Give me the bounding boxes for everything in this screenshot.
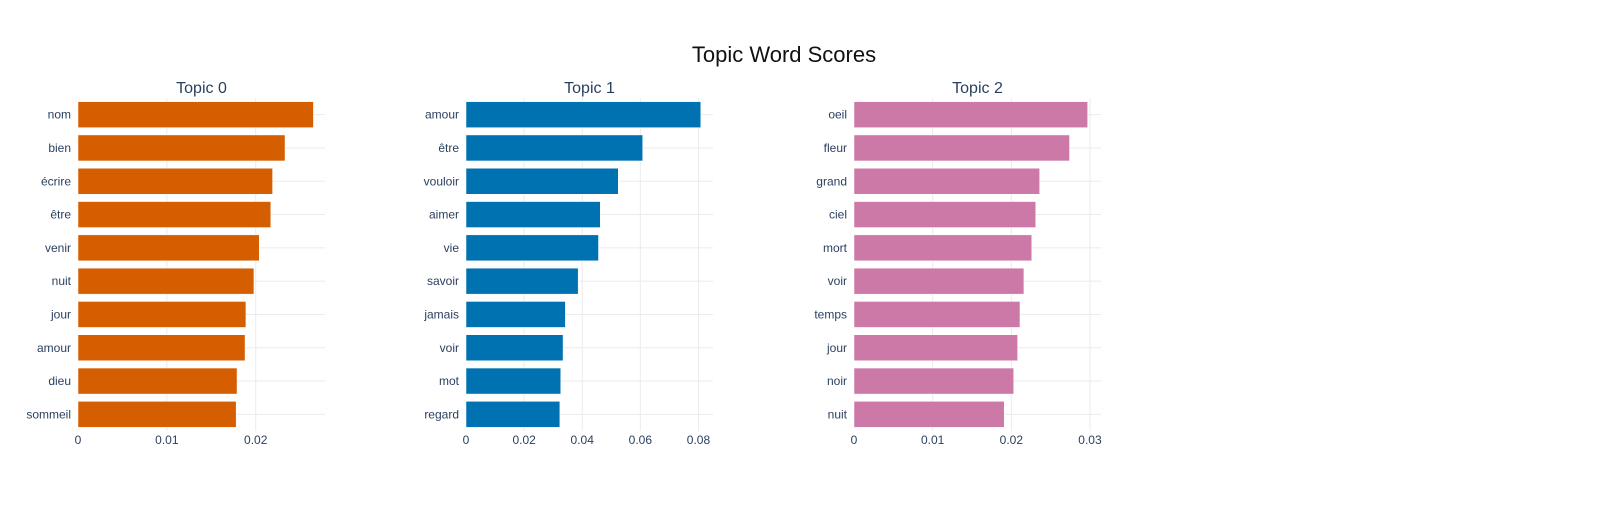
x-tick-label: 0 — [463, 433, 470, 447]
bar-regard — [465, 401, 561, 428]
category-label: jamais — [423, 307, 459, 321]
category-label: vie — [444, 241, 460, 255]
bar-venir — [77, 234, 260, 262]
bar-jour — [853, 334, 1018, 361]
category-label: jour — [50, 307, 71, 321]
bar-vie — [465, 234, 599, 262]
category-label: mot — [439, 374, 460, 388]
category-label: être — [438, 141, 459, 155]
category-label: mort — [823, 241, 848, 255]
category-label: fleur — [824, 141, 847, 155]
subplot-topic-1: Topic 1 amour être vouloir aimer vie savoir jam… — [423, 80, 713, 447]
x-tick-label: 0.03 — [1078, 433, 1102, 447]
category-label: écrire — [41, 174, 71, 188]
bar-mort — [853, 234, 1033, 262]
category-label: être — [50, 208, 71, 222]
bar-nuit — [77, 267, 255, 295]
bar-mot — [465, 367, 561, 395]
bar-fleur — [853, 134, 1070, 162]
bar-sommeil — [77, 401, 237, 428]
category-label: vouloir — [424, 174, 459, 188]
bar-noir — [853, 367, 1014, 395]
bar-temps — [853, 301, 1021, 328]
x-tick-label: 0.02 — [1000, 433, 1024, 447]
bar-être — [465, 134, 643, 162]
x-tick-label: 0.01 — [155, 433, 179, 447]
bar-être — [77, 201, 272, 228]
bar-ciel — [853, 201, 1036, 228]
category-label: jour — [826, 341, 847, 355]
x-tick-label: 0 — [75, 433, 82, 447]
x-tick-label: 0.06 — [629, 433, 653, 447]
bar-voir — [465, 334, 564, 361]
category-label: voir — [828, 274, 847, 288]
subplot-topic-0: Topic 0 nom bien écrire être venir nuit jour amo… — [26, 80, 325, 447]
category-label: voir — [440, 341, 459, 355]
bar-grand — [853, 168, 1040, 195]
category-label: ciel — [829, 208, 847, 222]
x-tick-label: 0 — [851, 433, 858, 447]
subplot-title: Topic 0 — [176, 80, 227, 97]
bar-amour — [77, 334, 246, 361]
bar-écrire — [77, 168, 273, 195]
x-tick-label: 0.01 — [921, 433, 945, 447]
bar-aimer — [465, 201, 601, 228]
category-label: nuit — [828, 407, 848, 421]
category-label: venir — [45, 241, 71, 255]
category-label: oeil — [828, 108, 847, 122]
bar-nom — [77, 101, 314, 128]
category-label: savoir — [427, 274, 459, 288]
x-tick-label: 0.02 — [512, 433, 536, 447]
subplot-topic-2: Topic 2 oeil fleur grand ciel mort voir temps jo… — [814, 80, 1102, 447]
category-label: nuit — [52, 274, 72, 288]
x-tick-label: 0.08 — [687, 433, 711, 447]
bar-savoir — [465, 267, 579, 295]
bar-vouloir — [465, 168, 619, 195]
bar-amour — [465, 101, 702, 128]
bar-bien — [77, 134, 286, 162]
category-label: amour — [425, 108, 459, 122]
x-tick-label: 0.04 — [571, 433, 595, 447]
subplot-title: Topic 1 — [564, 80, 615, 97]
category-label: nom — [48, 108, 71, 122]
bar-voir — [853, 267, 1025, 295]
chart-title: Topic Word Scores — [691, 42, 877, 67]
bar-nuit — [853, 401, 1005, 428]
bar-oeil — [853, 101, 1088, 128]
category-label: sommeil — [26, 407, 71, 421]
x-tick-label: 0.02 — [244, 433, 268, 447]
category-label: noir — [827, 374, 847, 388]
category-label: dieu — [48, 374, 71, 388]
bar-jamais — [465, 301, 566, 328]
category-label: regard — [424, 407, 459, 421]
category-label: amour — [37, 341, 71, 355]
bar-jour — [77, 301, 247, 328]
category-label: grand — [816, 174, 847, 188]
subplot-title: Topic 2 — [952, 80, 1003, 97]
category-label: aimer — [429, 208, 459, 222]
bar-dieu — [77, 367, 238, 395]
category-label: bien — [48, 141, 71, 155]
category-label: temps — [814, 307, 847, 321]
